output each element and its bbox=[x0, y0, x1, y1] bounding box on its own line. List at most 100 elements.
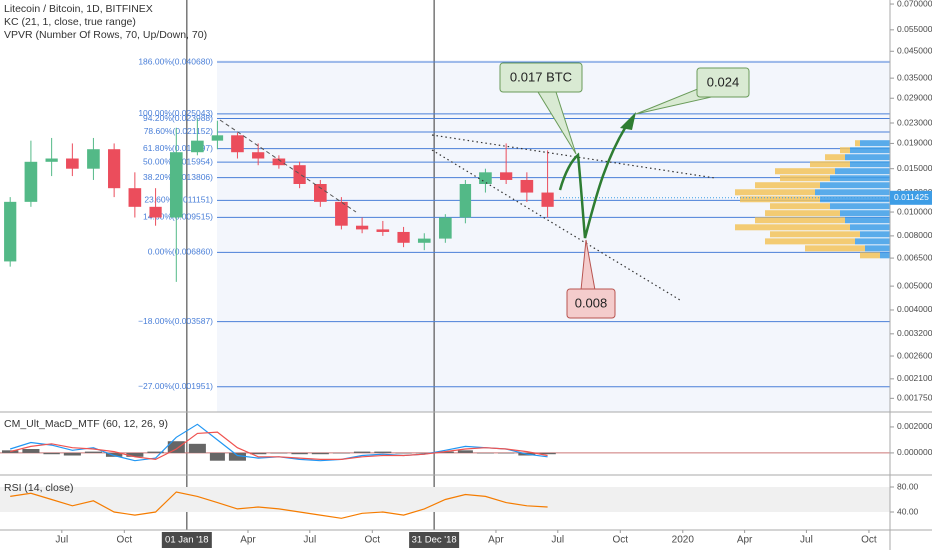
x-tick-label: Oct bbox=[117, 535, 133, 546]
y-tick-label: 0.029000 bbox=[897, 92, 932, 102]
candle-body bbox=[108, 149, 121, 189]
candle-body bbox=[335, 201, 348, 226]
callout-box bbox=[499, 62, 583, 93]
back-layer: 186.00%(0.040680) 100.00%(0.025043)94.20%… bbox=[0, 0, 890, 530]
volume-down-bar bbox=[840, 147, 850, 154]
trend-line bbox=[431, 134, 716, 179]
candle-body bbox=[272, 158, 286, 166]
histogram-bar bbox=[374, 451, 392, 453]
fib-label: 186.00%(0.040680) bbox=[138, 56, 213, 66]
y-tick-label: 0.019000 bbox=[897, 138, 932, 148]
fib-label: −18.00%(0.003587) bbox=[138, 316, 213, 326]
time-label-bg bbox=[161, 532, 212, 548]
x-tick-label: 2020 bbox=[672, 535, 695, 546]
histogram-bar bbox=[436, 451, 454, 453]
indicator-title: CM_Ult_MacD_MTF (60, 12, 26, 9) bbox=[4, 418, 168, 430]
x-tick-label: Oct bbox=[861, 535, 877, 546]
y-tick-label: 0.000000 bbox=[897, 447, 932, 457]
fib-label: 0.00%(0.006860) bbox=[148, 247, 213, 257]
candle-body bbox=[314, 183, 327, 202]
candle-body bbox=[293, 165, 306, 184]
candle-body bbox=[128, 188, 142, 207]
histogram-bar bbox=[84, 451, 102, 453]
projection-arrowhead bbox=[620, 112, 636, 130]
callout-box bbox=[566, 288, 616, 319]
histogram-bar bbox=[63, 452, 81, 456]
volume-down-bar bbox=[780, 175, 830, 182]
histogram-bar bbox=[476, 452, 494, 454]
indicator-title: KC (21, 1, close, true range) bbox=[4, 16, 136, 28]
last-price-label: 0.011425 bbox=[894, 192, 929, 202]
histogram-bar bbox=[415, 452, 433, 454]
volume-down-bar bbox=[825, 154, 845, 161]
candle-body bbox=[417, 238, 431, 243]
callout-text: 0.017 BTC bbox=[510, 69, 572, 84]
histogram-bar bbox=[311, 452, 329, 455]
y-tick-label: 0.005000 bbox=[897, 280, 932, 290]
y-tick-label: 0.004000 bbox=[897, 304, 932, 314]
volume-up-bar bbox=[840, 210, 890, 217]
histogram-bar bbox=[188, 443, 206, 453]
volume-down-bar bbox=[755, 182, 820, 189]
y-tick-label: 0.003200 bbox=[897, 328, 932, 338]
y-tick-label: 0.070000 bbox=[897, 0, 932, 8]
candle-body bbox=[479, 172, 492, 184]
x-tick-label: Jul bbox=[55, 535, 68, 546]
volume-down-bar bbox=[735, 189, 815, 196]
volume-up-bar bbox=[860, 140, 890, 147]
volume-up-bar bbox=[835, 168, 890, 175]
volume-down-bar bbox=[855, 140, 860, 147]
indicator-title: VPVR (Number Of Rows, 70, Up/Down, 70) bbox=[4, 29, 207, 41]
candle-body bbox=[541, 192, 554, 207]
x-tick-label: 01 Jan '18 bbox=[165, 535, 209, 546]
histogram-bar bbox=[457, 450, 473, 453]
candle-body bbox=[149, 206, 162, 218]
y-tick-label: 0.002100 bbox=[897, 373, 932, 383]
fib-label: −27.00%(0.001951) bbox=[138, 381, 213, 391]
data-layer bbox=[2, 118, 556, 519]
x-tick-label: Jul bbox=[551, 535, 564, 546]
y-tick-label: 0.006500 bbox=[897, 252, 932, 262]
volume-up-bar bbox=[820, 196, 890, 203]
histogram-bar bbox=[497, 452, 515, 454]
histogram-bar bbox=[539, 452, 556, 455]
volume-up-bar bbox=[860, 231, 890, 238]
candle-body bbox=[191, 140, 204, 153]
candle-body bbox=[87, 149, 100, 169]
candle-body bbox=[376, 229, 390, 232]
volume-up-bar bbox=[845, 154, 890, 161]
time-label-bg bbox=[409, 532, 460, 548]
volume-down-bar bbox=[860, 252, 880, 259]
fib-label: 100.00%(0.025043) bbox=[138, 108, 213, 118]
volume-up-bar bbox=[880, 252, 890, 259]
volume-down-bar bbox=[765, 210, 840, 217]
y-tick-label: 0.055000 bbox=[897, 24, 932, 34]
fib-label: 94.20%(0.023988) bbox=[143, 113, 213, 123]
volume-up-bar bbox=[830, 175, 890, 182]
trend-line bbox=[431, 149, 681, 301]
volume-up-bar bbox=[815, 189, 890, 196]
candle-body bbox=[24, 161, 38, 202]
volume-up-bar bbox=[855, 238, 890, 245]
projection-path bbox=[558, 119, 632, 239]
histogram-bar bbox=[395, 452, 412, 454]
y-tick-label: 0.015000 bbox=[897, 163, 932, 173]
y-tick-label: 0.002600 bbox=[897, 350, 932, 360]
indicator-line bbox=[10, 491, 548, 519]
candle-body bbox=[252, 152, 265, 159]
histogram-bar bbox=[249, 452, 267, 455]
histogram-bar bbox=[270, 452, 288, 454]
y-tick-label: 0.035000 bbox=[897, 72, 932, 82]
volume-down-bar bbox=[735, 224, 850, 231]
y-tick-label: 0.010000 bbox=[897, 206, 932, 216]
y-tick-label: 0.001750 bbox=[897, 393, 932, 403]
volume-down-bar bbox=[770, 231, 860, 238]
candle-body bbox=[439, 217, 452, 239]
candle-body bbox=[397, 231, 410, 243]
volume-up-bar bbox=[850, 224, 890, 231]
chart-title: Litecoin / Bitcoin, 1D, BITFINEX bbox=[4, 3, 153, 15]
histogram-bar bbox=[291, 452, 308, 455]
x-tick-label: Jul bbox=[800, 535, 813, 546]
histogram-bar bbox=[22, 449, 40, 453]
histogram-bar bbox=[126, 452, 144, 457]
